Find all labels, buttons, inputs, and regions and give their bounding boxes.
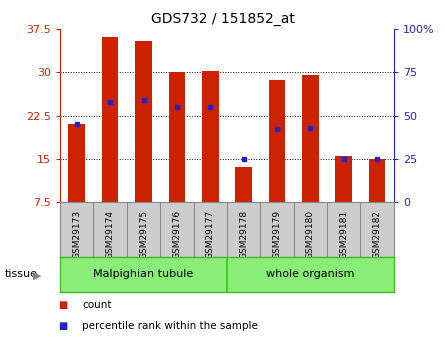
Text: GSM29175: GSM29175 xyxy=(139,210,148,259)
Text: GSM29182: GSM29182 xyxy=(372,210,382,259)
Bar xyxy=(135,41,152,202)
Text: GSM29180: GSM29180 xyxy=(306,210,315,259)
Text: count: count xyxy=(82,300,112,310)
Bar xyxy=(369,159,385,202)
Bar xyxy=(202,71,218,202)
Text: percentile rank within the sample: percentile rank within the sample xyxy=(82,321,258,331)
Bar xyxy=(336,156,352,202)
Text: GSM29173: GSM29173 xyxy=(72,210,81,259)
Text: GSM29177: GSM29177 xyxy=(206,210,215,259)
Bar xyxy=(302,75,319,202)
Text: GDS732 / 151852_at: GDS732 / 151852_at xyxy=(150,12,295,26)
Text: ▶: ▶ xyxy=(33,271,42,281)
Bar xyxy=(235,167,252,202)
Text: GSM29179: GSM29179 xyxy=(272,210,282,259)
Text: ■: ■ xyxy=(58,300,67,310)
Text: GSM29174: GSM29174 xyxy=(105,210,115,259)
Text: whole organism: whole organism xyxy=(266,269,355,279)
Bar xyxy=(169,72,185,202)
Text: GSM29176: GSM29176 xyxy=(172,210,182,259)
Bar xyxy=(269,80,285,202)
Bar xyxy=(102,37,118,202)
Text: ■: ■ xyxy=(58,321,67,331)
Text: GSM29178: GSM29178 xyxy=(239,210,248,259)
Text: GSM29181: GSM29181 xyxy=(339,210,348,259)
Text: tissue: tissue xyxy=(4,269,37,279)
Bar xyxy=(69,124,85,202)
Text: Malpighian tubule: Malpighian tubule xyxy=(93,269,194,279)
